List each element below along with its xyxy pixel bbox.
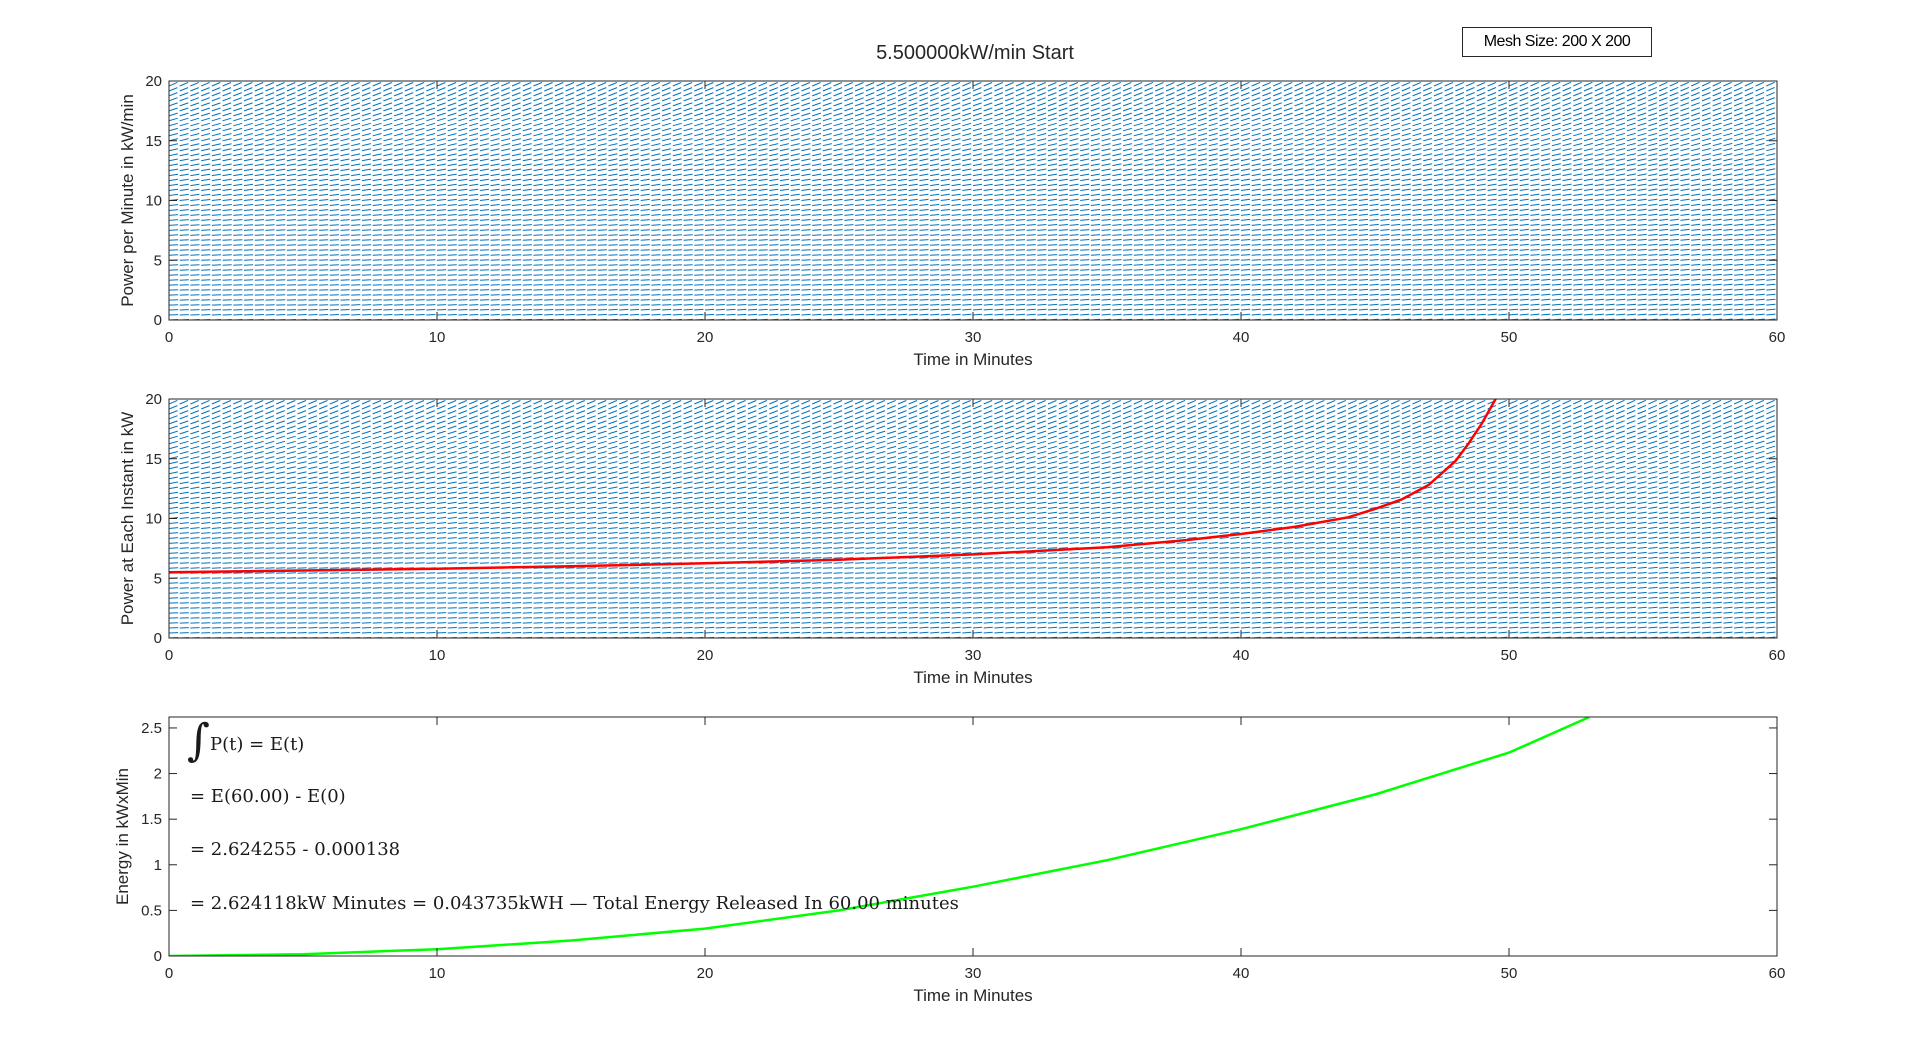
y-axis-label-2: Power at Each Instant in kW [118,412,137,626]
y-axis-label-3: Energy in kWxMin [113,768,132,905]
y-tick-label: 2.5 [141,720,162,737]
x-tick-label: 10 [429,965,446,982]
x-axis-label-1: Time in Minutes [913,350,1032,369]
x-tick-label: 20 [697,965,714,982]
y-tick-label: 0 [154,948,162,965]
y-tick-label: 20 [145,73,162,90]
x-tick-label: 20 [697,329,714,346]
energy-annotation-1: P(t) = E(t) [210,734,304,755]
x-tick-label: 50 [1501,965,1518,982]
energy-annotation-2: = E(60.00) - E(0) [190,786,346,807]
x-tick-label: 60 [1769,965,1786,982]
plot-area-3 [169,717,1777,956]
mesh-size-text: Mesh Size: 200 X 200 [1483,33,1631,50]
x-tick-label: 30 [965,965,982,982]
y-tick-label: 2 [154,766,162,783]
x-tick-label: 10 [429,329,446,346]
energy-annotation-3: = 2.624255 - 0.000138 [190,839,400,860]
x-tick-label: 30 [965,329,982,346]
series-line-2-2 [169,399,1497,574]
figure-title: 5.500000kW/min Start [876,42,1074,64]
x-tick-label: 60 [1769,647,1786,664]
y-tick-label: 1 [154,857,162,874]
y-tick-label: 20 [145,391,162,408]
x-tick-label: 0 [165,965,173,982]
subplot-3: 0 10 20 30 40 50 60 0 0.5 1 1.5 2 2.5 Time in Minutes… [113,715,1785,1005]
x-axis-label-3: Time in Minutes [913,986,1032,1005]
y-tick-label: 15 [145,451,162,468]
x-tick-label: 10 [429,647,446,664]
y-tick-label: 10 [145,511,162,528]
x-tick-label: 0 [165,647,173,664]
x-tick-label: 40 [1233,329,1250,346]
x-tick-label: 60 [1769,329,1786,346]
x-tick-label: 30 [965,647,982,664]
x-tick-label: 20 [697,647,714,664]
series-line-3-1 [169,717,1590,956]
x-tick-label: 40 [1233,647,1250,664]
x-tick-label: 40 [1233,965,1250,982]
y-tick-label: 5 [154,570,162,587]
subplot-2: 0 10 20 30 40 50 60 0 5 10 15 20 Time in Minutes Powe… [118,391,1786,687]
x-tick-label: 0 [165,329,173,346]
mesh-size-label: Mesh Size: 200 X 200 [1462,27,1652,57]
y-tick-label: 1.5 [141,811,162,828]
x-tick-label: 50 [1501,329,1518,346]
y-axis-label-1: Power per Minute in kW/min [118,94,137,307]
energy-annotation-4: = 2.624118kW Minutes = 0.043735kWH — Tot… [190,893,959,914]
y-tick-label: 0 [154,630,162,647]
x-axis-label-2: Time in Minutes [913,668,1032,687]
x-tick-label: 50 [1501,647,1518,664]
subplot-1: 0 10 20 30 40 50 60 0 5 10 15 20 Time in Minutes Powe… [118,73,1786,369]
plot-content-3 [169,717,1590,956]
y-tick-label: 10 [145,193,162,210]
y-tick-label: 0 [154,312,162,329]
y-tick-label: 0.5 [141,902,162,919]
y-tick-label: 5 [154,252,162,269]
integral-symbol: ∫ [187,715,210,766]
y-tick-label: 15 [145,133,162,150]
